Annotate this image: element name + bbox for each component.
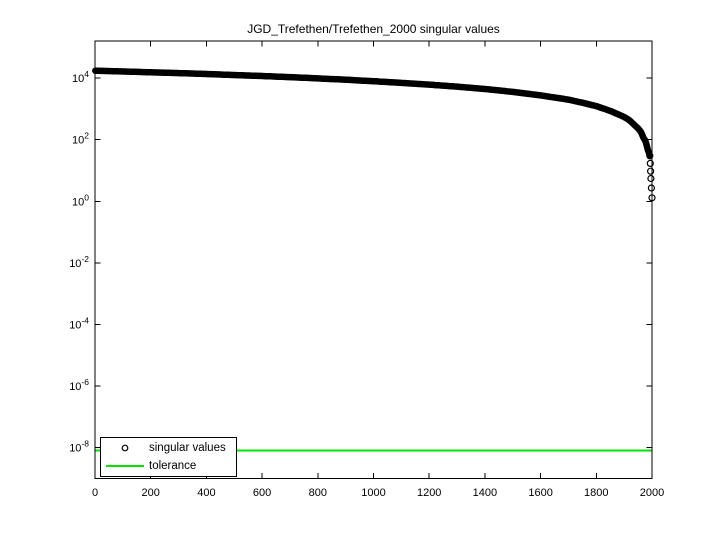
y-tick-label: 100	[72, 192, 89, 208]
chart-title: JGD_Trefethen/Trefethen_2000 singular va…	[247, 22, 500, 36]
y-tick-label: 104	[72, 69, 89, 85]
singular-value-marker	[646, 159, 654, 167]
y-tick-label: 10-4	[69, 316, 89, 332]
axes-box	[94, 40, 653, 479]
legend: singular values tolerance	[100, 437, 237, 477]
x-tick-label: 1800	[584, 487, 608, 499]
singular-value-marker	[647, 174, 655, 183]
legend-label-tolerance: tolerance	[149, 460, 197, 473]
singular-value-marker	[646, 167, 655, 175]
y-tick-label: 10-2	[69, 254, 89, 270]
y-tick-label: 10-8	[69, 439, 89, 455]
x-tick-label: 1600	[528, 487, 552, 499]
x-tick-label: 2000	[640, 487, 664, 499]
circle-marker-icon	[101, 442, 149, 454]
singular-value-marker	[646, 152, 654, 160]
y-tick-label: 10-6	[69, 377, 89, 393]
singular-value-marker	[647, 184, 656, 192]
legend-entry-tolerance: tolerance	[101, 457, 236, 475]
y-tick-label: 102	[72, 131, 89, 147]
legend-entry-singular-values: singular values	[101, 439, 236, 457]
tolerance-line-icon	[101, 465, 149, 468]
x-tick-label: 1400	[473, 487, 497, 499]
x-tick-label: 600	[253, 487, 271, 499]
x-tick-label: 1000	[361, 487, 385, 499]
x-tick-label: 0	[92, 487, 98, 499]
x-tick-label: 200	[142, 487, 160, 499]
x-tick-label: 400	[197, 487, 215, 499]
legend-label-singular-values: singular values	[149, 441, 226, 454]
x-tick-label: 1200	[417, 487, 441, 499]
singular-values-curve	[92, 67, 654, 160]
x-tick-label: 800	[309, 487, 327, 499]
